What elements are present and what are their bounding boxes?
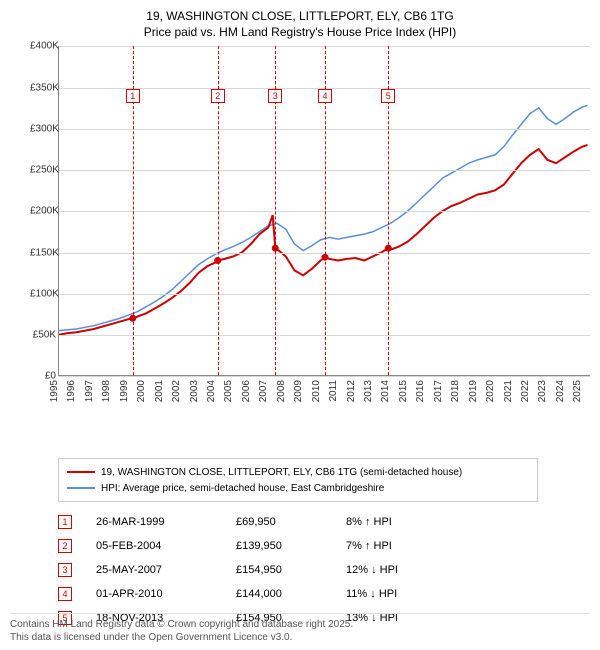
x-axis-label: 1996 — [66, 380, 84, 402]
x-axis-label: 2017 — [433, 380, 451, 402]
x-axis-label: 2007 — [258, 380, 276, 402]
x-axis-label: 2005 — [223, 380, 241, 402]
x-axis-label: 1997 — [84, 380, 102, 402]
x-axis-label: 2022 — [520, 380, 538, 402]
footer: Contains HM Land Registry data © Crown c… — [10, 613, 590, 644]
event-number-box: 4 — [58, 587, 72, 601]
plot-area: 1 2 3 4 5 — [58, 46, 590, 376]
y-axis-label: £350K — [30, 82, 56, 93]
event-pct: 7% ↑ HPI — [346, 540, 466, 552]
event-pct: 8% ↑ HPI — [346, 516, 466, 528]
x-axis-label: 2004 — [206, 380, 224, 402]
legend-swatch-hpi — [67, 487, 95, 489]
event-pct: 12% ↓ HPI — [346, 564, 466, 576]
x-axis-label: 2023 — [537, 380, 555, 402]
x-axis-label: 2011 — [328, 380, 346, 402]
arrow-down-icon: ↓ — [370, 588, 376, 600]
x-axis-label: 2018 — [450, 380, 468, 402]
x-axis-label: 2024 — [555, 380, 573, 402]
x-axis-label: 2021 — [503, 380, 521, 402]
x-axis-label: 2006 — [241, 380, 259, 402]
event-row: 2 05-FEB-2004£139,9507% ↑ HPI — [58, 534, 590, 558]
event-price: £139,950 — [236, 540, 346, 552]
x-axis-label: 2025 — [572, 380, 590, 402]
event-row: 1 26-MAR-1999£69,9508% ↑ HPI — [58, 510, 590, 534]
arrow-up-icon: ↑ — [365, 540, 371, 552]
event-date: 25-MAY-2007 — [96, 564, 236, 576]
event-row: 4 01-APR-2010£144,00011% ↓ HPI — [58, 582, 590, 606]
title-line-1: 19, WASHINGTON CLOSE, LITTLEPORT, ELY, C… — [10, 8, 590, 24]
event-marker-box: 2 — [211, 89, 225, 103]
x-axis-label: 2002 — [171, 380, 189, 402]
y-axis-label: £250K — [30, 165, 56, 176]
arrow-down-icon: ↓ — [371, 564, 377, 576]
legend-label-hpi: HPI: Average price, semi-detached house,… — [101, 483, 384, 494]
event-date: 26-MAR-1999 — [96, 516, 236, 528]
arrow-up-icon: ↑ — [365, 516, 371, 528]
y-axis-label: £50K — [30, 330, 56, 341]
event-price: £144,000 — [236, 588, 346, 600]
footer-line-2: This data is licensed under the Open Gov… — [10, 631, 590, 644]
event-number-box: 2 — [58, 539, 72, 553]
x-axis-label: 2016 — [415, 380, 433, 402]
event-price: £154,950 — [236, 564, 346, 576]
gridline — [59, 376, 590, 377]
y-axis-label: £400K — [30, 41, 56, 52]
price-chart: 12345 £0£50K£100K£150K£200K£250K£300K£35… — [30, 46, 590, 416]
x-axis-label: 2020 — [485, 380, 503, 402]
x-axis-label: 2014 — [380, 380, 398, 402]
event-marker-box: 1 — [126, 89, 140, 103]
legend: 19, WASHINGTON CLOSE, LITTLEPORT, ELY, C… — [58, 458, 538, 502]
event-date: 05-FEB-2004 — [96, 540, 236, 552]
x-axis-label: 2008 — [276, 380, 294, 402]
event-number-box: 3 — [58, 563, 72, 577]
x-axis-label: 1998 — [101, 380, 119, 402]
event-date: 01-APR-2010 — [96, 588, 236, 600]
x-axis-label: 2019 — [468, 380, 486, 402]
legend-item-subject: 19, WASHINGTON CLOSE, LITTLEPORT, ELY, C… — [67, 464, 529, 480]
legend-swatch-subject — [67, 471, 95, 473]
x-axis-label: 2012 — [346, 380, 364, 402]
y-axis-label: £100K — [30, 288, 56, 299]
event-marker-box: 3 — [268, 89, 282, 103]
event-marker-box: 5 — [381, 89, 395, 103]
series-line-hpi — [59, 106, 588, 331]
title-line-2: Price paid vs. HM Land Registry's House … — [10, 24, 590, 40]
event-row: 3 25-MAY-2007£154,95012% ↓ HPI — [58, 558, 590, 582]
y-axis-label: £200K — [30, 206, 56, 217]
x-axis-label: 2015 — [398, 380, 416, 402]
x-axis-label: 2003 — [189, 380, 207, 402]
y-axis-label: £300K — [30, 123, 56, 134]
legend-item-hpi: HPI: Average price, semi-detached house,… — [67, 480, 529, 496]
x-axis-label: 2010 — [311, 380, 329, 402]
x-axis-label: 2000 — [136, 380, 154, 402]
event-number-box: 1 — [58, 515, 72, 529]
y-axis-label: £150K — [30, 247, 56, 258]
x-axis-label: 1999 — [119, 380, 137, 402]
event-price: £69,950 — [236, 516, 346, 528]
chart-title: 19, WASHINGTON CLOSE, LITTLEPORT, ELY, C… — [10, 8, 590, 40]
x-axis-label: 2009 — [293, 380, 311, 402]
x-axis-label: 1995 — [49, 380, 67, 402]
footer-line-1: Contains HM Land Registry data © Crown c… — [10, 618, 590, 631]
event-pct: 11% ↓ HPI — [346, 588, 466, 600]
legend-label-subject: 19, WASHINGTON CLOSE, LITTLEPORT, ELY, C… — [101, 467, 462, 478]
event-marker-box: 4 — [318, 89, 332, 103]
x-axis-label: 2013 — [363, 380, 381, 402]
x-axis-label: 2001 — [154, 380, 172, 402]
